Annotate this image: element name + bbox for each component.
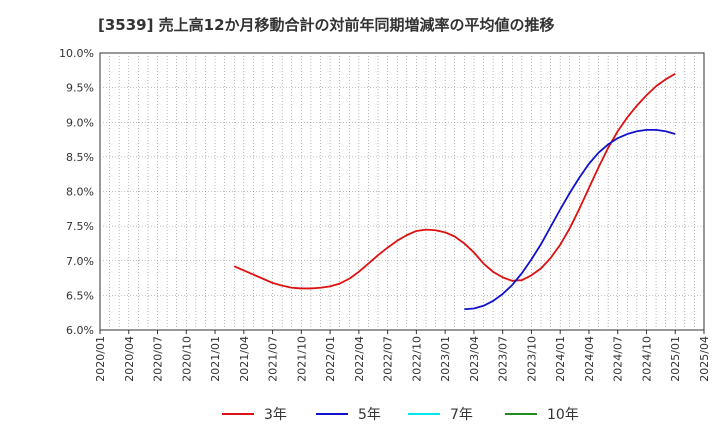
- y-tick-label: 6.0%: [66, 324, 94, 337]
- y-tick-label: 9.0%: [66, 116, 94, 129]
- x-tick-label: 2020/07: [152, 336, 165, 382]
- x-tick-label: 2021/10: [295, 336, 308, 382]
- y-axis-ticks: 6.0% 6.5% 7.0% 7.5% 8.0% 8.5% 9.0% 9.5% 10.0%: [59, 47, 94, 337]
- y-tick-label: 8.5%: [66, 151, 94, 164]
- grid-lines: [100, 53, 704, 330]
- series-line-1: [464, 128, 676, 311]
- x-tick-label: 2023/01: [439, 336, 452, 382]
- x-tick-label: 2020/04: [123, 336, 136, 382]
- x-tick-label: 2023/07: [497, 336, 510, 382]
- x-tick-label: 2022/04: [353, 336, 366, 382]
- x-tick-label: 2021/01: [209, 336, 222, 382]
- y-tick-label: 8.0%: [66, 186, 94, 199]
- y-tick-label: 7.0%: [66, 255, 94, 268]
- y-tick-label: 6.5%: [66, 289, 94, 302]
- legend-label: 5年: [358, 407, 381, 423]
- series-line-0: [233, 73, 676, 290]
- legend-label: 10年: [547, 407, 579, 423]
- legend-label: 3年: [264, 407, 287, 423]
- x-tick-label: 2022/07: [382, 336, 395, 382]
- chart-title: [3539] 売上高12か月移動合計の対前年同期増減率の平均値の推移: [98, 16, 555, 34]
- x-tick-label: 2023/04: [468, 336, 481, 382]
- x-tick-label: 2025/04: [698, 336, 711, 382]
- x-tick-label: 2022/01: [324, 336, 337, 382]
- y-tick-label: 7.5%: [66, 220, 94, 233]
- x-axis-ticks: 2020/01 2020/04 2020/07 2020/10 2021/01 2021/…: [94, 330, 711, 382]
- x-tick-label: 2022/10: [410, 336, 423, 382]
- legend: 3年 5年 7年 10年: [222, 407, 579, 423]
- x-tick-label: 2021/04: [238, 336, 251, 382]
- series-lines: [233, 73, 676, 311]
- x-tick-label: 2024/07: [612, 336, 625, 382]
- x-tick-label: 2025/01: [669, 336, 682, 382]
- x-tick-label: 2021/07: [267, 336, 280, 382]
- x-tick-label: 2024/10: [640, 336, 653, 382]
- y-tick-label: 10.0%: [59, 47, 94, 60]
- x-tick-label: 2020/10: [180, 336, 193, 382]
- y-tick-label: 9.5%: [66, 82, 94, 95]
- x-tick-label: 2020/01: [94, 336, 107, 382]
- legend-label: 7年: [450, 407, 473, 423]
- x-tick-label: 2024/04: [583, 336, 596, 382]
- x-tick-label: 2024/01: [554, 336, 567, 382]
- x-tick-label: 2023/10: [525, 336, 538, 382]
